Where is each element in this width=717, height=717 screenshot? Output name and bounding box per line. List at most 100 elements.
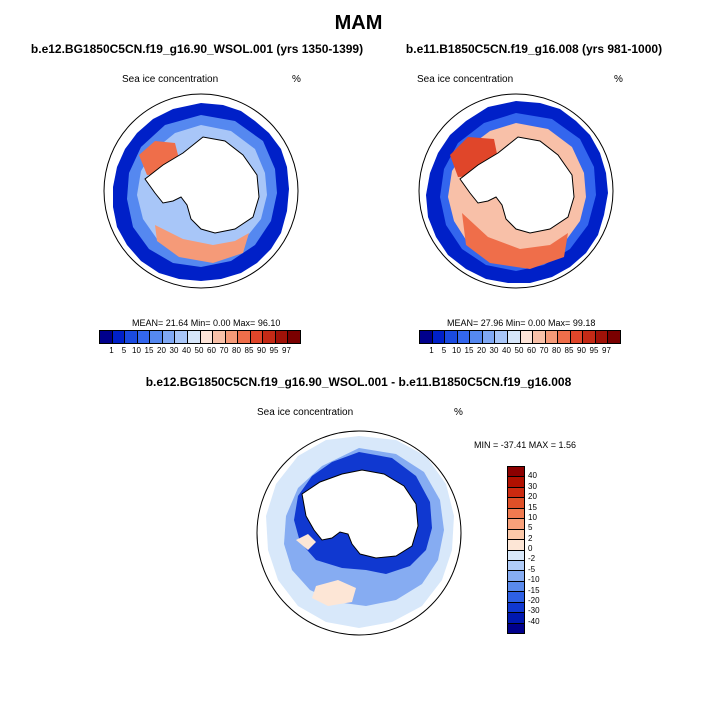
diff-polar-map [256,430,462,636]
colorbar-tick-label: 5 [528,523,533,533]
colorbar-swatch [508,602,524,614]
colorbar-swatch [495,331,508,343]
colorbar-swatch [508,581,524,593]
colorbar-tick-label: 85 [564,346,574,355]
colorbar-swatch [175,331,188,343]
colorbar-tick-label: -10 [528,575,540,585]
colorbar-tick-label: 90 [577,346,586,355]
colorbar-swatch [508,560,524,572]
panel-1-title: b.e12.BG1850C5CN.f19_g16.90_WSOL.001 (yr… [30,42,364,56]
colorbar-tick-label: 95 [589,346,599,355]
colorbar-swatch [508,467,524,478]
panel-2-colorbar [419,330,621,344]
colorbar-tick-label: 15 [528,502,537,512]
colorbar-tick-label: 30 [169,346,179,355]
colorbar-tick-label: 70 [219,346,229,355]
colorbar-tick-label: 90 [257,346,266,355]
colorbar-swatch [150,331,163,343]
colorbar-tick-label: 97 [602,346,611,355]
antarctica-continent [301,469,419,559]
colorbar-tick-label: 97 [282,346,291,355]
colorbar-swatch [445,331,458,343]
colorbar-swatch [508,613,524,624]
colorbar-swatch [275,331,289,343]
colorbar-swatch [125,331,138,343]
colorbar-swatch [595,331,609,343]
colorbar-swatch [508,487,524,499]
colorbar-swatch [112,331,126,343]
colorbar-swatch [432,331,446,343]
colorbar-swatch [508,592,524,603]
colorbar-swatch [570,331,584,343]
colorbar-swatch [608,331,620,343]
diff-positive-patch-2 [296,534,316,550]
diff-panel-stats: MIN = -37.41 MAX = 1.56 [474,440,577,450]
panel-1-polar-map [103,93,299,289]
diff-colorbar [507,466,525,634]
colorbar-swatch [238,331,251,343]
colorbar-tick-label: 60 [207,346,216,355]
panel-2-stats: MEAN= 27.96 Min= 0.00 Max= 99.18 [447,318,596,328]
colorbar-swatch [533,331,546,343]
colorbar-tick-label: 40 [182,346,191,355]
panel-2-polar-map [418,93,614,289]
colorbar-swatch [558,331,571,343]
colorbar-tick-label: -30 [528,606,540,616]
panel-1-stats: MEAN= 21.64 Min= 0.00 Max= 96.10 [132,318,281,328]
colorbar-swatch [508,477,524,488]
colorbar-swatch [213,331,226,343]
colorbar-tick-label: 70 [539,346,549,355]
colorbar-tick-label: -2 [528,554,536,564]
colorbar-swatch [520,331,534,343]
colorbar-swatch [200,331,214,343]
colorbar-tick-label: 50 [194,346,204,355]
diff-positive-patch [312,580,356,606]
colorbar-swatch [100,331,113,343]
colorbar-tick-label: 5 [121,346,127,355]
colorbar-swatch [225,331,239,343]
diff-colorbar-ticks: 40 30 20 15 10 5 2 0 -2 -5 -10 -15 -20 -30 -40 [528,466,558,632]
colorbar-tick-label: 10 [528,512,537,522]
colorbar-swatch [508,529,524,541]
colorbar-tick-label: 60 [527,346,536,355]
colorbar-swatch [288,331,300,343]
colorbar-tick-label: -20 [528,595,540,605]
colorbar-swatch [508,571,524,582]
colorbar-tick-label: 1 [109,346,114,355]
colorbar-swatch [583,331,596,343]
figure-title: MAM [334,12,383,34]
colorbar-tick-label: 5 [441,346,447,355]
colorbar-tick-label: 15 [144,346,154,355]
colorbar-swatch [508,550,524,561]
colorbar-tick-label: 1 [429,346,434,355]
colorbar-swatch [508,519,524,530]
colorbar-tick-label: 20 [477,346,486,355]
panel-1-units: % [292,74,301,85]
colorbar-swatch [420,331,433,343]
colorbar-tick-label: 30 [528,481,537,491]
colorbar-tick-label: -40 [528,616,540,626]
colorbar-swatch [508,623,524,633]
colorbar-tick-label: -15 [528,585,540,595]
antarctica-continent [459,136,575,234]
colorbar-tick-label: 40 [502,346,511,355]
colorbar-tick-label: 80 [552,346,561,355]
colorbar-swatch [470,331,483,343]
colorbar-swatch [250,331,264,343]
colorbar-tick-label: 80 [232,346,241,355]
colorbar-swatch [162,331,176,343]
colorbar-swatch [508,498,524,509]
colorbar-swatch [508,508,524,520]
panel-2-units: % [614,74,623,85]
colorbar-swatch [187,331,201,343]
colorbar-tick-label: 15 [464,346,474,355]
panel-1-variable-label: Sea ice concentration [122,74,219,85]
colorbar-tick-label: 20 [528,492,537,502]
ice-high-concentration-ross [462,213,568,269]
panel-2-title: b.e11.B1850C5CN.f19_g16.008 (yrs 981-100… [405,42,663,56]
panel-1-colorbar [99,330,301,344]
colorbar-tick-label: 85 [244,346,254,355]
diff-panel-units: % [454,407,463,418]
colorbar-tick-label: 30 [489,346,499,355]
colorbar-tick-label: 10 [132,346,141,355]
